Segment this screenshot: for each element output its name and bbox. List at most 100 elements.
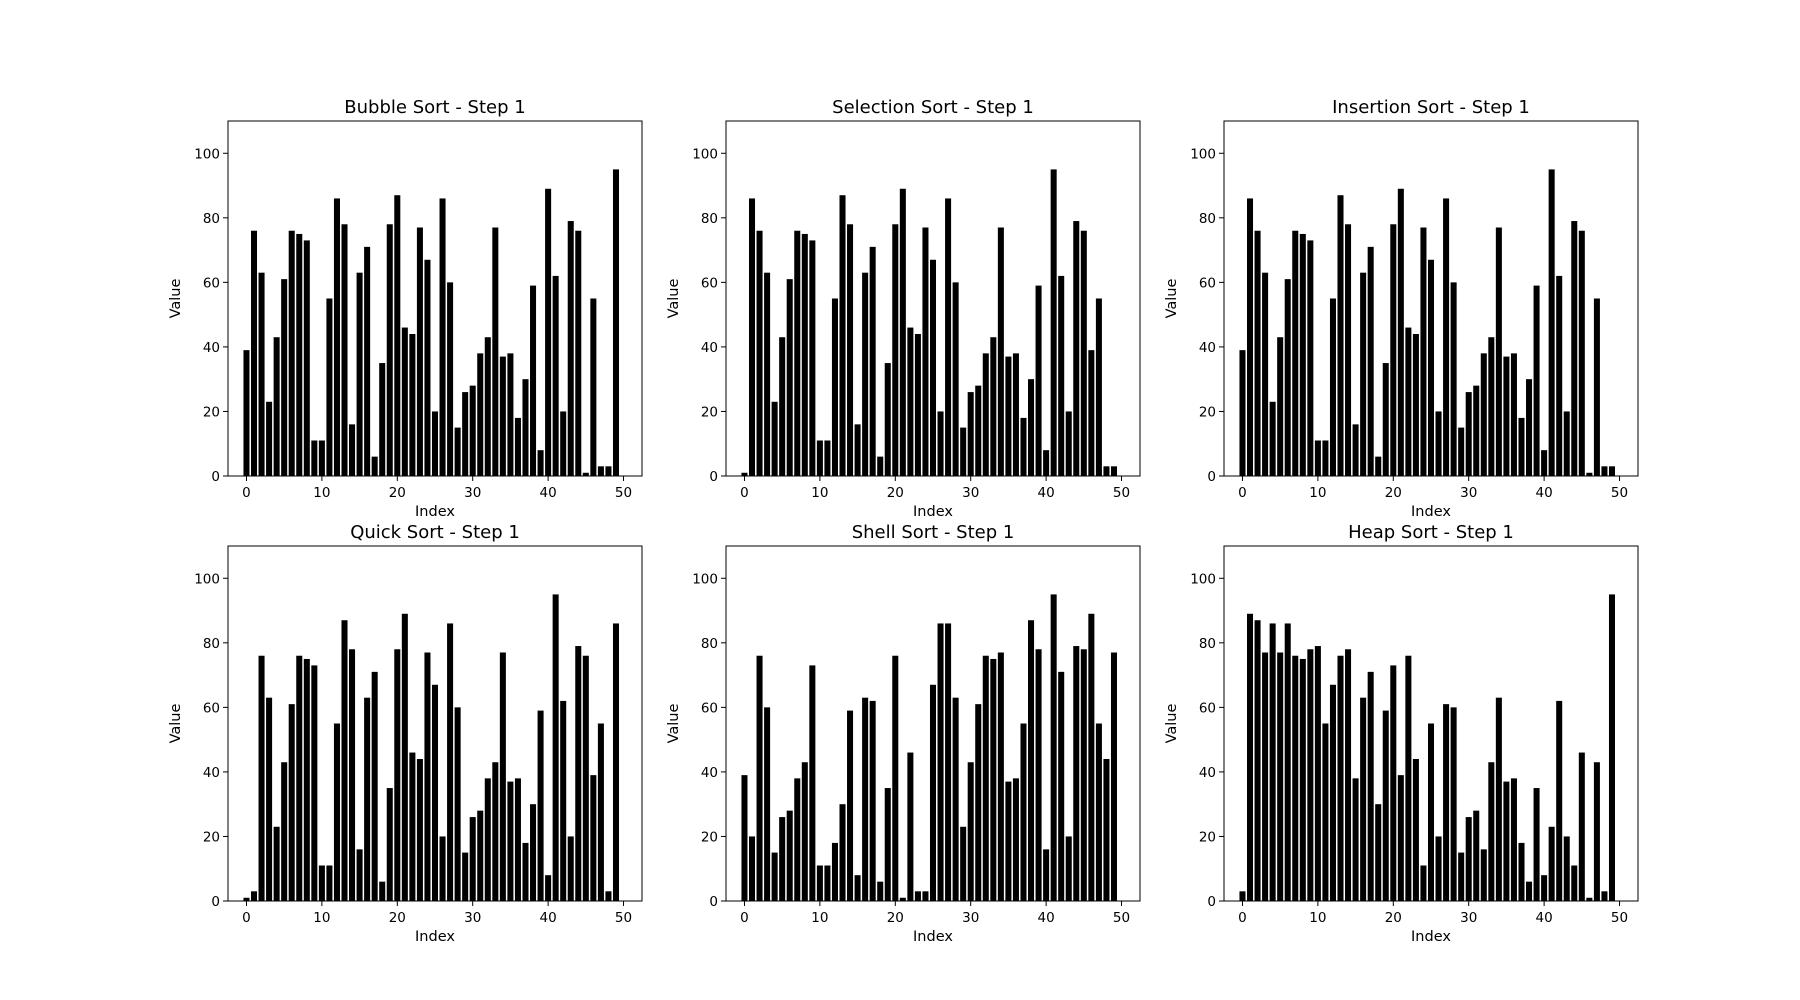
- bar: [1307, 649, 1314, 901]
- bar: [929, 259, 937, 476]
- bar: [356, 272, 363, 476]
- bar: [937, 411, 944, 476]
- bar: [251, 891, 258, 901]
- bar: [1503, 356, 1510, 476]
- bar: [1608, 594, 1615, 901]
- x-tick-label: 0: [242, 910, 251, 926]
- bar: [1420, 865, 1427, 901]
- bar: [1526, 379, 1533, 476]
- bar: [424, 652, 431, 901]
- bar: [1571, 221, 1578, 476]
- bar: [258, 655, 265, 901]
- bar: [537, 450, 544, 476]
- bar: [1390, 665, 1397, 901]
- x-tick-label: 50: [1113, 485, 1130, 501]
- x-tick-label: 20: [389, 910, 406, 926]
- heap-sort-step-1-panel: 0 10 20 30 40 50 0 20 40 60 80 100 Heap Sort - Step …: [1164, 522, 1639, 945]
- bar: [1563, 411, 1570, 476]
- plot-frame: [227, 545, 643, 902]
- bar: [469, 385, 476, 476]
- x-axis-label: Index: [1411, 504, 1451, 520]
- bar: [582, 472, 589, 476]
- bar: [847, 224, 854, 476]
- bar: [514, 417, 521, 476]
- y-tick-label: 80: [701, 211, 718, 227]
- bar: [1480, 849, 1487, 901]
- bar: [349, 424, 356, 476]
- bar: [431, 411, 439, 476]
- bar: [1601, 466, 1608, 476]
- bar: [567, 836, 574, 901]
- bar: [1360, 272, 1367, 476]
- x-tick-label: 0: [242, 485, 251, 501]
- bar: [439, 198, 446, 476]
- bar: [1322, 440, 1329, 476]
- bar: [386, 224, 393, 476]
- y-tick-label: 20: [1199, 829, 1216, 845]
- bar: [303, 658, 310, 901]
- bar: [1088, 350, 1095, 476]
- bar: [477, 353, 484, 476]
- bar: [1518, 842, 1525, 901]
- bar: [1095, 723, 1102, 901]
- bar: [1028, 379, 1035, 476]
- x-axis-label: Index: [415, 504, 455, 520]
- bar: [258, 272, 265, 476]
- bar: [1050, 169, 1057, 476]
- x-tick-label: 10: [313, 910, 330, 926]
- bar: [537, 710, 544, 901]
- bar: [1397, 775, 1404, 901]
- bar: [997, 227, 1004, 476]
- bar: [929, 684, 937, 901]
- x-tick-label: 0: [740, 485, 749, 501]
- bar: [371, 671, 378, 901]
- x-tick-label: 0: [1238, 910, 1247, 926]
- y-axis-label: Value: [666, 704, 682, 744]
- bar: [831, 298, 838, 476]
- bar: [1405, 655, 1412, 901]
- bar: [1277, 337, 1284, 476]
- insertion-sort-step-1-panel: 0 10 20 30 40 50 0 20 40 60 80 100 Insertion Sort - …: [1164, 97, 1639, 520]
- bar: [764, 272, 771, 476]
- bar: [975, 704, 982, 901]
- bar: [1510, 353, 1517, 476]
- bar: [1058, 671, 1065, 901]
- bar: [1080, 649, 1087, 901]
- bar: [749, 198, 756, 476]
- bar: [1593, 762, 1600, 901]
- bar: [1465, 392, 1472, 476]
- bar: [575, 230, 582, 476]
- bar: [1435, 836, 1442, 901]
- bar: [1103, 466, 1110, 476]
- bar: [243, 350, 250, 476]
- bar: [612, 169, 619, 476]
- bar: [326, 298, 333, 476]
- bar: [1405, 327, 1412, 476]
- x-tick-label: 20: [389, 485, 406, 501]
- bar: [439, 836, 446, 901]
- bar: [1247, 198, 1254, 476]
- bar: [967, 762, 974, 901]
- bar: [786, 279, 793, 476]
- bar: [809, 665, 816, 901]
- bar: [386, 788, 393, 901]
- bar: [288, 704, 295, 901]
- bar: [1292, 230, 1299, 476]
- x-tick-label: 30: [464, 910, 481, 926]
- bar: [545, 188, 552, 476]
- bar: [281, 762, 288, 901]
- x-tick-label: 40: [540, 910, 557, 926]
- bar: [522, 842, 529, 901]
- bar: [1080, 230, 1087, 476]
- bar: [349, 649, 356, 901]
- bar: [1458, 427, 1465, 476]
- bar: [424, 259, 431, 476]
- bar: [545, 875, 552, 901]
- bar: [1397, 188, 1404, 476]
- bar: [1247, 613, 1254, 901]
- bar: [1095, 298, 1102, 476]
- bar: [914, 891, 921, 901]
- bar: [288, 230, 295, 476]
- bar: [590, 298, 597, 476]
- bar: [582, 655, 589, 901]
